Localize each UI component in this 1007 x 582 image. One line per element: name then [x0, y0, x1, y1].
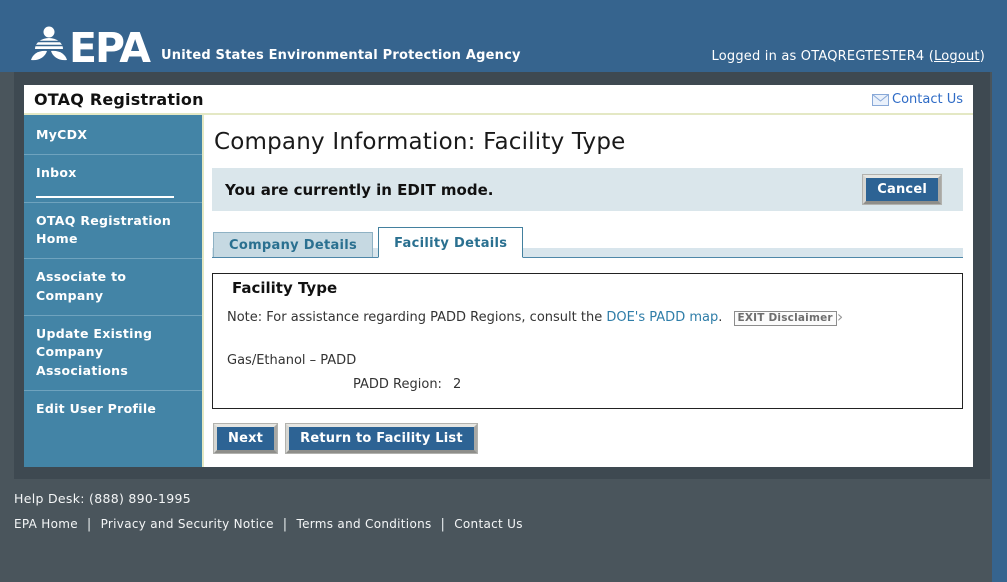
- action-buttons: Next Return to Facility List: [212, 424, 963, 453]
- content-frame: OTAQ Registration Contact Us MyCDX Inbox: [14, 72, 990, 479]
- padd-region-row: PADD Region: 2: [225, 377, 950, 392]
- edit-mode-message: You are currently in EDIT mode.: [225, 180, 494, 199]
- footer-separator: |: [440, 517, 446, 532]
- sidebar-item-mycdx[interactable]: MyCDX: [24, 117, 202, 155]
- return-to-facility-list-button[interactable]: Return to Facility List: [286, 424, 477, 453]
- note-period: .: [718, 310, 723, 325]
- sidebar-item-edit-user-profile[interactable]: Edit User Profile: [36, 400, 157, 416]
- exit-disclaimer-chevron-icon: ›: [836, 307, 844, 326]
- page-title: Company Information: Facility Type: [214, 129, 626, 155]
- footer-links: EPA Home | Privacy and Security Notice | Ter…: [14, 517, 992, 532]
- sidebar-divider: [24, 192, 202, 203]
- note-text: Note: For assistance regarding PADD Regi…: [227, 310, 607, 325]
- login-status: Logged in as OTAQREGTESTER4 (Logout): [712, 49, 986, 64]
- sidebar-nav: MyCDX Inbox OTAQ Registration Home Assoc…: [24, 115, 204, 467]
- footer-separator: |: [282, 517, 288, 532]
- agency-tagline: United States Environmental Protection A…: [161, 48, 521, 63]
- epa-logo: EPA United States Environmental Protecti…: [26, 24, 521, 73]
- sidebar-item-inbox[interactable]: Inbox: [36, 164, 77, 180]
- footer-link-terms[interactable]: Terms and Conditions: [296, 517, 432, 531]
- sidebar-item-otaq-registration-home[interactable]: OTAQ Registration Home: [24, 203, 202, 259]
- contact-us[interactable]: Contact Us: [872, 92, 963, 107]
- tab-facility-details[interactable]: Facility Details: [378, 227, 524, 258]
- sidebar-item-update-existing-company-associations[interactable]: Update Existing Company Associations: [24, 316, 202, 391]
- main-band: OTAQ Registration Contact Us MyCDX Inbox: [0, 72, 992, 582]
- epa-header: EPA United States Environmental Protecti…: [0, 0, 1007, 72]
- next-button[interactable]: Next: [214, 424, 278, 453]
- footer-link-contact-us[interactable]: Contact Us: [454, 517, 523, 531]
- padd-note: Note: For assistance regarding PADD Regi…: [227, 307, 950, 326]
- envelope-icon: [872, 93, 889, 106]
- epa-logo-text: EPA: [69, 24, 151, 73]
- login-suffix: ): [979, 49, 985, 64]
- help-desk-text: Help Desk: (888) 890-1995: [14, 491, 191, 506]
- app-title-bar: OTAQ Registration Contact Us: [24, 85, 973, 115]
- doe-padd-map-link[interactable]: DOE's PADD map: [606, 310, 719, 325]
- padd-region-label: PADD Region:: [353, 377, 442, 392]
- facility-type-fieldset: Facility Type Note: For assistance regar…: [212, 273, 963, 409]
- logout-link[interactable]: Logout: [934, 49, 980, 64]
- exit-disclaimer-badge[interactable]: EXIT Disclaimer: [733, 311, 837, 326]
- cancel-button[interactable]: Cancel: [863, 175, 941, 204]
- footer-link-epa-home[interactable]: EPA Home: [14, 517, 78, 531]
- contact-us-link[interactable]: Contact Us: [892, 92, 963, 107]
- body-row: MyCDX Inbox OTAQ Registration Home Assoc…: [24, 115, 973, 467]
- facility-type-legend: Facility Type: [227, 279, 343, 297]
- footer-link-privacy[interactable]: Privacy and Security Notice: [100, 517, 274, 531]
- footer-separator: |: [86, 517, 92, 532]
- facility-type-label: Gas/Ethanol – PADD: [227, 353, 357, 368]
- content-box: OTAQ Registration Contact Us MyCDX Inbox: [24, 85, 973, 467]
- login-prefix: Logged in as OTAQREGTESTER4 (: [711, 49, 934, 64]
- app-title: OTAQ Registration: [34, 90, 204, 109]
- tab-bar: Company Details Facility Details: [212, 227, 963, 258]
- page-footer: Help Desk: (888) 890-1995 EPA Home | Priva…: [0, 479, 992, 532]
- padd-region-value: 2: [452, 377, 462, 392]
- edit-mode-banner: You are currently in EDIT mode. Cancel: [212, 168, 963, 211]
- tab-company-details[interactable]: Company Details: [213, 232, 374, 257]
- main-content: Company Information: Facility Type You a…: [204, 115, 973, 467]
- epa-flower-icon: [31, 26, 67, 61]
- sidebar-item-associate-to-company[interactable]: Associate to Company: [24, 259, 202, 316]
